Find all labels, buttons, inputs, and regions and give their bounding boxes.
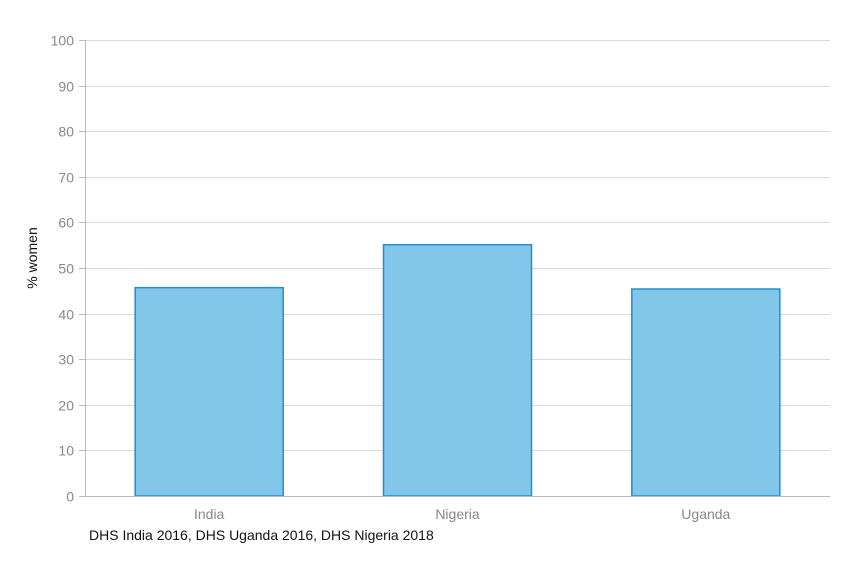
y-tick-label: 80 — [58, 124, 74, 140]
y-tick-label: 60 — [58, 215, 74, 231]
y-tick-label: 100 — [51, 33, 75, 49]
bar-uganda — [631, 288, 781, 497]
x-tick-label: Uganda — [681, 506, 730, 522]
y-tick-label: 90 — [58, 79, 74, 95]
x-axis-labels: India Nigeria Uganda — [194, 506, 731, 522]
axes — [85, 40, 830, 497]
bar-india — [134, 286, 284, 497]
y-tick-label: 10 — [58, 443, 74, 459]
bar-nigeria — [382, 244, 533, 497]
y-tick-label: 20 — [58, 398, 74, 414]
y-axis-title: % women — [24, 227, 40, 288]
x-tick-label: Nigeria — [435, 506, 480, 522]
y-tick-label: 70 — [58, 170, 74, 186]
y-tick-label: 50 — [58, 261, 74, 277]
y-tick-label: 0 — [66, 489, 74, 505]
bars — [134, 244, 781, 497]
y-tick-label: 40 — [58, 307, 74, 323]
source-note: DHS India 2016, DHS Uganda 2016, DHS Nig… — [89, 527, 434, 543]
x-tick-label: India — [194, 506, 225, 522]
y-axis-ticks: 0 10 20 30 40 50 60 70 80 90 100 — [51, 33, 85, 505]
y-tick-label: 30 — [58, 352, 74, 368]
